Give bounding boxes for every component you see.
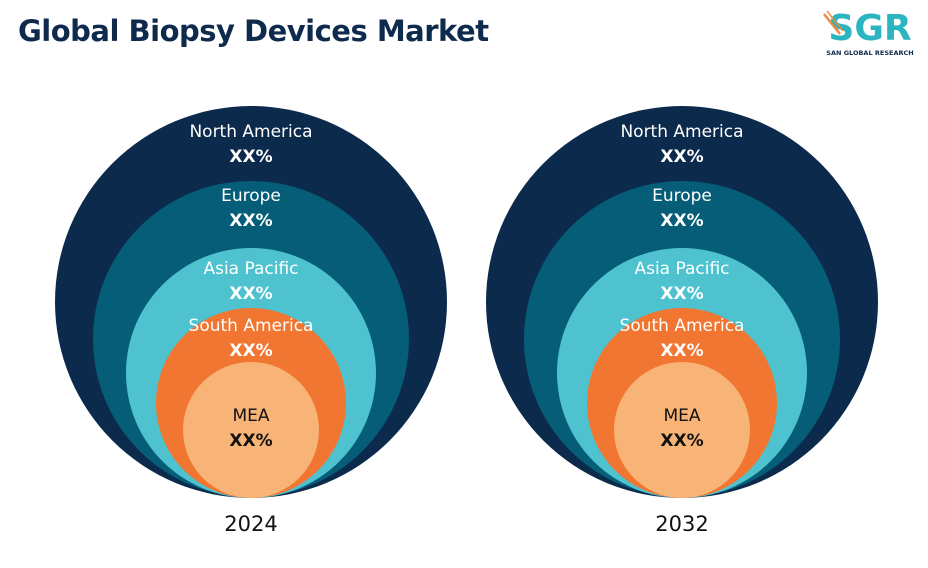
segment-value: XX% bbox=[660, 284, 704, 304]
ring-mea bbox=[183, 362, 319, 498]
segment-value: XX% bbox=[229, 211, 273, 231]
segment-label: MEA bbox=[232, 406, 270, 426]
logo-mark-text: SGR bbox=[828, 8, 911, 49]
segment-label: North America bbox=[189, 122, 313, 142]
segment-label: Asia Pacific bbox=[634, 259, 730, 279]
segment-label: North America bbox=[620, 122, 744, 142]
logo-mark-icon: SGR SAN GLOBAL RESEARCH bbox=[823, 8, 914, 57]
segment-value: XX% bbox=[660, 147, 704, 167]
sgr-logo: SGR SAN GLOBAL RESEARCH bbox=[818, 6, 922, 60]
logo-tagline: SAN GLOBAL RESEARCH bbox=[826, 49, 913, 57]
segment-value: XX% bbox=[229, 284, 273, 304]
year-label: 2024 bbox=[224, 512, 278, 536]
segment-label: MEA bbox=[663, 406, 701, 426]
page-title: Global Biopsy Devices Market bbox=[18, 14, 489, 48]
segment-value: XX% bbox=[660, 341, 704, 361]
segment-label: South America bbox=[619, 316, 745, 336]
segment-label: Europe bbox=[221, 186, 281, 206]
segment-label: Asia Pacific bbox=[203, 259, 299, 279]
segment-value: XX% bbox=[660, 211, 704, 231]
segment-value: XX% bbox=[229, 431, 273, 451]
segment-label: South America bbox=[188, 316, 314, 336]
segment-value: XX% bbox=[229, 341, 273, 361]
segment-label: Europe bbox=[652, 186, 712, 206]
ring-mea bbox=[614, 362, 750, 498]
segment-value: XX% bbox=[229, 147, 273, 167]
year-label: 2032 bbox=[655, 512, 709, 536]
segment-value: XX% bbox=[660, 431, 704, 451]
